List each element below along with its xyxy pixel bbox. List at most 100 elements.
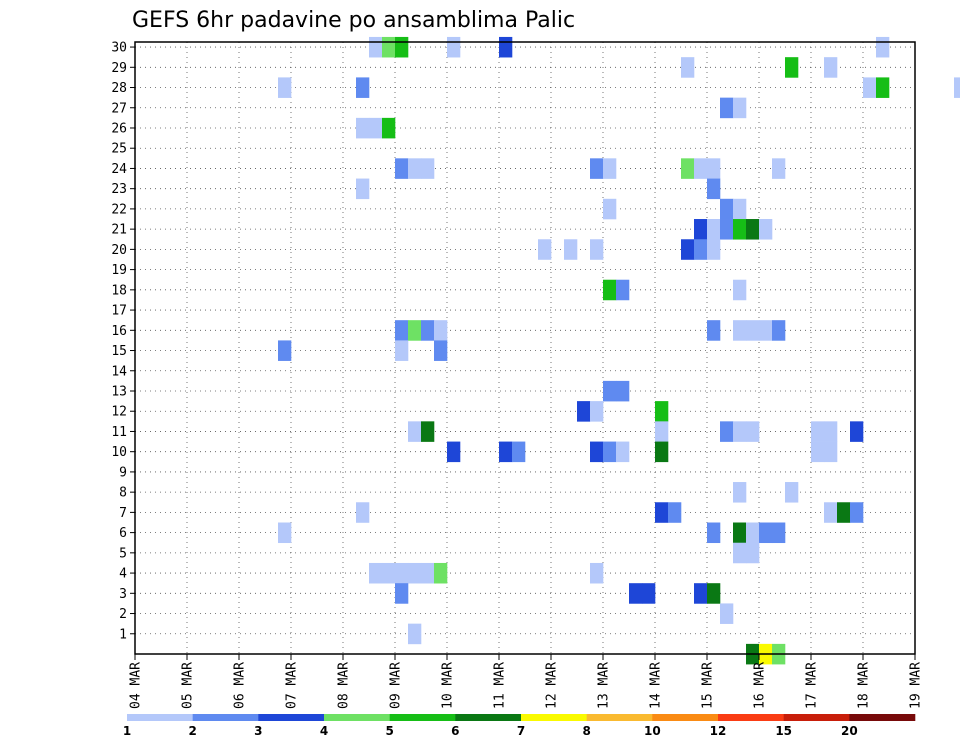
heatmap-cell <box>746 320 760 341</box>
heatmap-cell <box>382 36 396 58</box>
y-tick-label: 24 <box>111 162 127 177</box>
y-tick-label: 25 <box>111 142 127 157</box>
heatmap-cell <box>707 219 721 240</box>
heatmap-cell <box>590 441 604 463</box>
heatmap-cell <box>616 380 630 402</box>
heatmap-cell <box>642 583 656 604</box>
heatmap-cell <box>395 583 409 604</box>
heatmap-cell <box>811 421 825 442</box>
heatmap-cell <box>746 219 760 240</box>
heatmap-cell <box>876 36 890 58</box>
heatmap-cell <box>395 158 409 179</box>
heatmap-cell <box>694 158 708 179</box>
y-tick-label: 7 <box>119 506 127 521</box>
x-tick-label: 05 MAR <box>181 662 196 709</box>
heatmap-cell <box>746 522 760 544</box>
heatmap-cell <box>655 502 669 523</box>
heatmap-cell <box>590 158 604 179</box>
y-tick-label: 28 <box>111 81 127 96</box>
heatmap-cell <box>278 340 292 361</box>
x-tick-label: 11 MAR <box>493 662 508 709</box>
y-tick-label: 2 <box>119 607 127 622</box>
heatmap-cell <box>590 562 604 584</box>
heatmap-cell <box>655 421 669 442</box>
y-tick-label: 30 <box>111 41 127 56</box>
heatmap-cell <box>707 239 721 260</box>
heatmap-cell <box>421 421 435 442</box>
heatmap-cell <box>759 522 773 544</box>
grid-lines <box>135 42 915 654</box>
colorbar-swatch <box>586 714 653 721</box>
heatmap-cell <box>707 178 721 200</box>
colorbar-swatch <box>455 714 522 721</box>
heatmap-cell <box>707 320 721 341</box>
x-tick-label: 19 MAR <box>909 662 924 709</box>
data-cells <box>278 36 960 665</box>
x-tick-label: 18 MAR <box>857 662 872 709</box>
heatmap-cell <box>408 562 422 584</box>
y-tick-label: 11 <box>111 425 127 440</box>
heatmap-cell <box>733 421 747 442</box>
heatmap-cell <box>616 441 630 463</box>
x-axis: 04 MAR 05 MAR 06 MAR 07 MAR 08 MAR 09 MAR 10 M… <box>129 654 924 709</box>
heatmap-cell <box>681 158 695 179</box>
y-tick-label: 10 <box>111 445 127 460</box>
heatmap-cell <box>564 239 578 260</box>
heatmap-cell <box>694 219 708 240</box>
chart-title: GEFS 6hr padavine po ansamblima Palic <box>132 8 575 33</box>
heatmap-cell <box>447 441 461 463</box>
colorbar-swatch <box>389 714 456 721</box>
heatmap-cell <box>356 502 370 523</box>
heatmap-cell <box>837 502 851 523</box>
heatmap-cell <box>954 77 960 98</box>
colorbar-label: 2 <box>188 724 196 738</box>
heatmap-cell <box>772 320 786 341</box>
colorbar-label: 8 <box>582 724 590 738</box>
y-tick-label: 13 <box>111 384 127 399</box>
colorbar-swatch <box>192 714 259 721</box>
heatmap-cell <box>616 279 630 301</box>
heatmap-cell <box>668 502 682 523</box>
y-tick-label: 29 <box>111 61 127 76</box>
heatmap-cell <box>356 178 370 200</box>
x-tick-label: 10 MAR <box>441 662 456 709</box>
heatmap-cell <box>421 158 435 179</box>
heatmap-cell <box>876 77 890 98</box>
y-tick-label: 18 <box>111 283 127 298</box>
heatmap-cell <box>538 239 552 260</box>
x-tick-label: 08 MAR <box>337 662 352 709</box>
heatmap-cell <box>707 583 721 604</box>
heatmap-cell <box>707 158 721 179</box>
heatmap-cell <box>824 57 838 78</box>
y-tick-label: 26 <box>111 121 127 136</box>
heatmap-cell <box>369 117 383 139</box>
heatmap-cell <box>733 198 747 220</box>
heatmap-cell <box>395 320 409 341</box>
heatmap-cell <box>759 219 773 240</box>
heatmap-cell <box>733 482 747 503</box>
heatmap-cell <box>733 219 747 240</box>
heatmap-cell <box>863 77 877 98</box>
heatmap-cell <box>746 421 760 442</box>
colorbar-swatch <box>521 714 587 721</box>
heatmap-cell <box>694 583 708 604</box>
y-tick-label: 16 <box>111 324 127 339</box>
heatmap-cell <box>707 522 721 544</box>
heatmap-cell <box>434 562 448 584</box>
heatmap-cell <box>382 117 396 139</box>
colorbar-swatch <box>718 714 784 721</box>
colorbar-swatch <box>127 714 193 721</box>
y-tick-label: 9 <box>119 465 127 480</box>
x-tick-label: 14 MAR <box>649 662 664 709</box>
colorbar-swatch <box>652 714 719 721</box>
y-tick-label: 8 <box>119 486 127 501</box>
heatmap-cell <box>733 279 747 301</box>
y-tick-label: 22 <box>111 202 127 217</box>
heatmap-cell <box>746 542 760 564</box>
heatmap-cell <box>512 441 526 463</box>
heatmap-cell <box>824 421 838 442</box>
y-tick-label: 19 <box>111 263 127 278</box>
heatmap-cell <box>720 603 734 624</box>
y-tick-label: 21 <box>111 223 127 238</box>
heatmap-cell <box>421 320 435 341</box>
